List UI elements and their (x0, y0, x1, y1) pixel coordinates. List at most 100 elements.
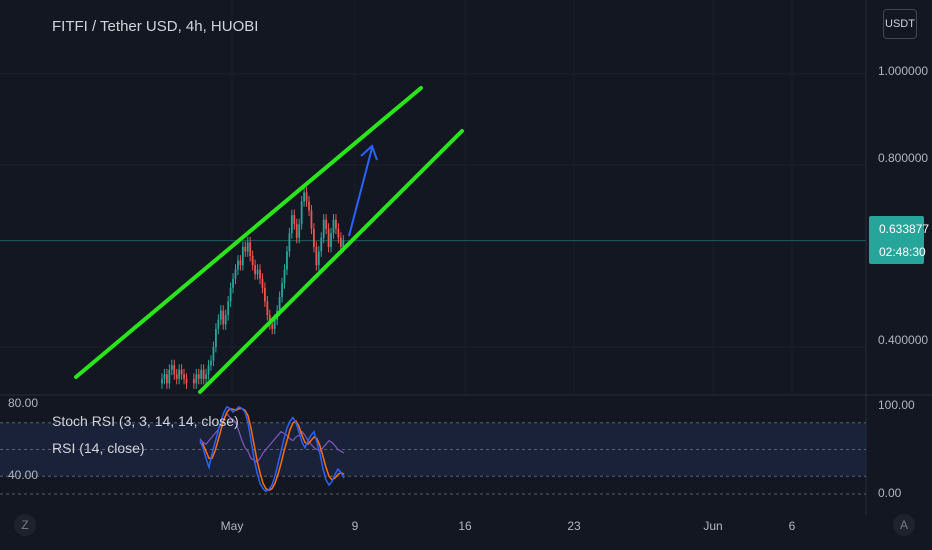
candle-body (295, 224, 298, 238)
candle-body (170, 365, 173, 370)
candle-body (317, 251, 320, 266)
time-tick: 16 (458, 519, 472, 533)
candle-body (222, 310, 225, 325)
candle-body (256, 269, 259, 275)
candle-body (224, 315, 227, 325)
candle-body (168, 369, 171, 384)
candle-body (327, 228, 330, 247)
time-tick: 23 (567, 519, 581, 533)
price-tick: 1.000000 (878, 64, 929, 78)
grid (0, 0, 932, 515)
price-tick: 0.800000 (878, 151, 929, 165)
candle-body (254, 265, 256, 275)
candle-body (342, 240, 345, 247)
candle-body (339, 237, 342, 247)
candle-body (330, 233, 332, 247)
log-scale-button[interactable]: Z (14, 514, 36, 536)
candle-body (322, 219, 325, 238)
candle-body (320, 237, 323, 252)
candle-body (337, 228, 340, 238)
price-tick: 0.400000 (878, 333, 929, 347)
candle-body (305, 192, 308, 202)
candle-body (286, 251, 288, 270)
rsi-scale-tick: 0.00 (878, 486, 902, 500)
candle-body (202, 369, 205, 379)
arrow-head (360, 144, 378, 161)
candle-body (192, 378, 195, 384)
rsi-tick: 80.00 (8, 396, 39, 410)
candle-body (239, 260, 242, 266)
stoch-k-line (199, 405, 345, 493)
time-tick: Jun (703, 519, 723, 533)
candle-body (212, 347, 215, 361)
candle-body (163, 374, 166, 379)
channel-lines[interactable] (74, 86, 464, 394)
candle-body (300, 201, 303, 225)
candle-body (200, 369, 203, 379)
candle-body (278, 296, 281, 311)
candle-body (273, 319, 276, 329)
candle-body (244, 246, 247, 252)
candle-body (183, 374, 185, 379)
candle-body (215, 328, 217, 347)
candle-body (229, 287, 232, 302)
candle-body (178, 369, 181, 379)
candle-body (234, 269, 237, 279)
candle-body (281, 283, 283, 297)
candle-body (237, 260, 239, 270)
candle-body (266, 301, 269, 316)
channel-upper-line (74, 86, 423, 379)
candle-body (217, 319, 220, 329)
currency-button[interactable]: USDT (883, 9, 917, 39)
candle-body (246, 242, 249, 252)
rsi-panel[interactable] (0, 405, 866, 495)
candle-body (298, 224, 301, 238)
projection-arrow (348, 147, 373, 237)
candle-body (308, 201, 310, 211)
time-tick: 6 (788, 519, 796, 533)
candle-body (261, 278, 264, 288)
candle-body (173, 365, 176, 375)
candle-body (303, 192, 305, 202)
candle-body (219, 310, 222, 320)
rsi-legend[interactable]: RSI (14, close) (52, 440, 145, 456)
candle-body (283, 269, 286, 284)
last-price-value: 0.633877 (879, 222, 930, 236)
time-tick: 9 (351, 519, 359, 533)
candle-body (185, 378, 188, 384)
candle-body (166, 374, 168, 384)
candle-body (180, 369, 183, 375)
candle-body (310, 210, 313, 229)
candles (161, 186, 345, 389)
rsi-scale-tick: 100.00 (878, 398, 915, 412)
candle-body (251, 256, 254, 266)
candle-body (175, 374, 178, 379)
stoch-d-line (199, 407, 345, 492)
candle-body (271, 324, 274, 329)
candle-body (197, 374, 200, 379)
channel-lower-line (198, 129, 464, 394)
candle-body (325, 219, 328, 229)
time-tick: May (220, 519, 244, 533)
candle-body (195, 374, 198, 384)
candle-body (205, 374, 207, 379)
candle-body (293, 215, 296, 225)
candle-body (227, 301, 230, 316)
candle-body (259, 269, 261, 279)
candle-body (249, 242, 252, 256)
candle-body (315, 246, 318, 266)
candle-body (232, 278, 234, 288)
chart-title: FITFI / Tether USD, 4h, HUOBI (52, 18, 259, 35)
candle-body (335, 219, 337, 229)
stoch-rsi-legend[interactable]: Stoch RSI (3, 3, 14, 14, close) (52, 413, 239, 429)
candle-body (313, 228, 315, 247)
auto-scale-button[interactable]: A (893, 514, 915, 536)
last-price-badge: 0.633877 02:48:30 (869, 216, 929, 264)
candle-body (210, 360, 212, 366)
bar-countdown: 02:48:30 (879, 245, 926, 259)
candle-body (207, 365, 210, 375)
candle-body (264, 287, 266, 302)
candle-body (332, 219, 335, 234)
candle-body (290, 215, 293, 234)
